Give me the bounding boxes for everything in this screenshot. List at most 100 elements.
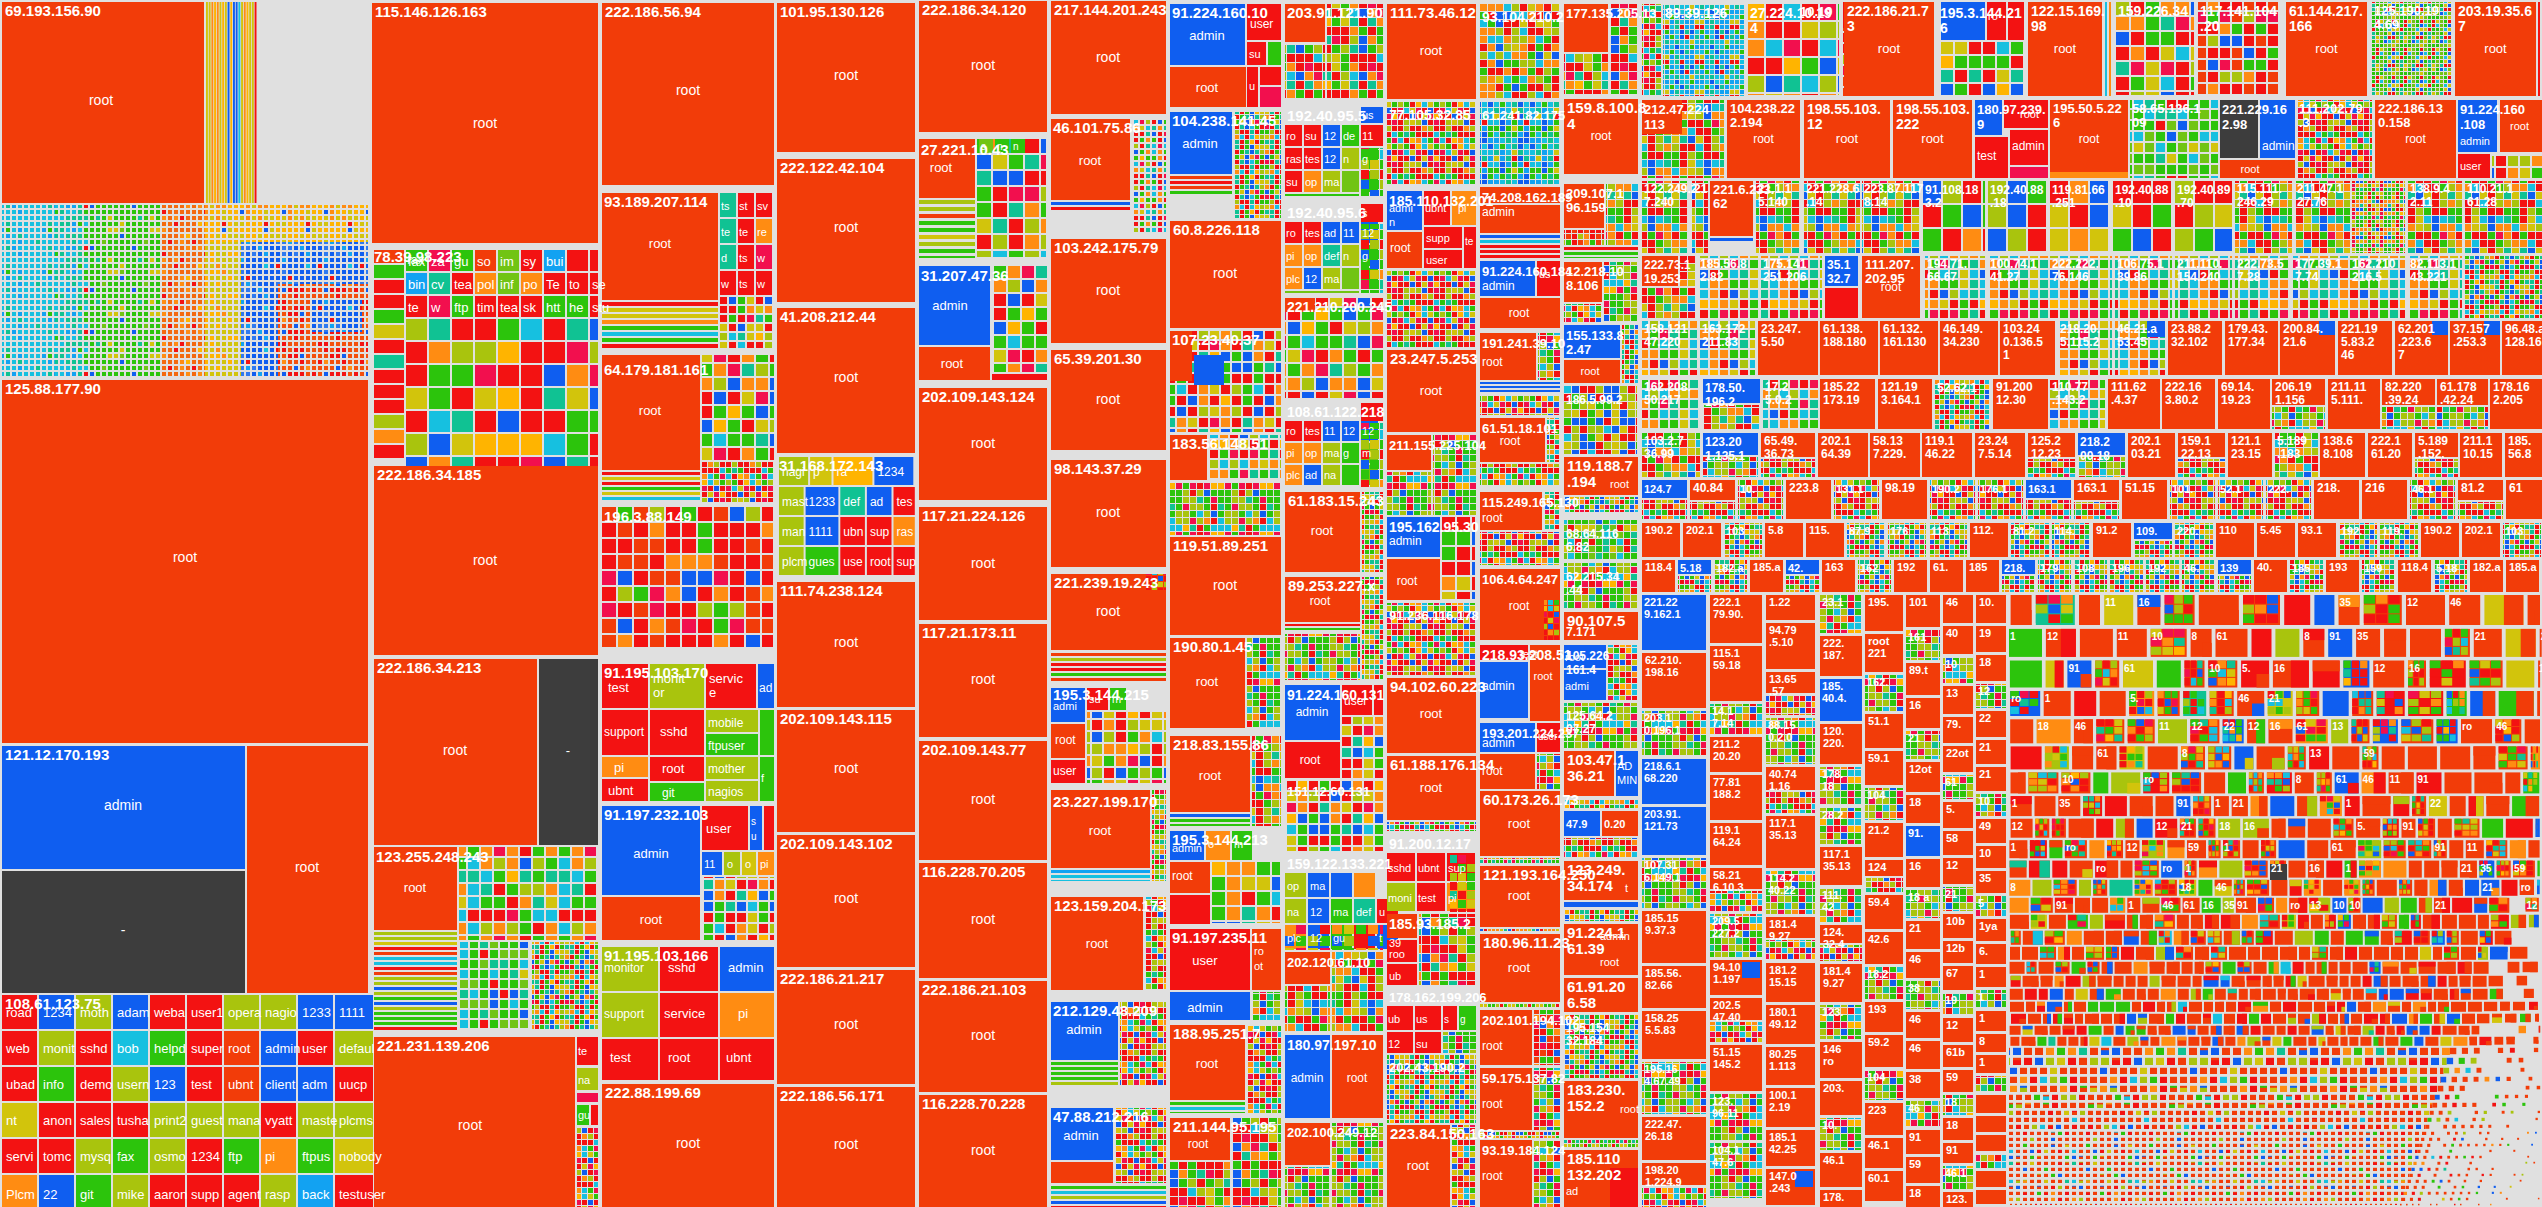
svg-text:tea: tea: [454, 277, 473, 292]
svg-text:111.: 111.: [1822, 889, 1842, 901]
svg-text:110.77: 110.77: [2052, 380, 2088, 394]
svg-text:bob: bob: [117, 1041, 139, 1056]
svg-text:MIN: MIN: [1617, 774, 1637, 786]
svg-text:98.19: 98.19: [1885, 481, 1915, 495]
svg-text:91.2: 91.2: [2096, 524, 2117, 536]
svg-text:root: root: [1581, 365, 1600, 377]
svg-text:32.7: 32.7: [1827, 272, 1851, 286]
svg-text:ra: ra: [837, 465, 848, 479]
svg-text:gu: gu: [454, 254, 468, 269]
svg-text:74.208.162.189: 74.208.162.189: [1482, 190, 1572, 205]
svg-text:1.113: 1.113: [1769, 1060, 1796, 1072]
svg-text:179: 179: [2040, 562, 2058, 574]
svg-text:176.1: 176.1: [1980, 483, 2008, 495]
svg-text:104: 104: [1867, 789, 1886, 801]
svg-text:mobile: mobile: [708, 716, 744, 730]
svg-text:14.1: 14.1: [1712, 705, 1733, 717]
svg-text:s: s: [981, 141, 986, 152]
svg-text:32.4: 32.4: [1823, 938, 1845, 950]
svg-text:185.56.8: 185.56.8: [1700, 257, 1747, 271]
svg-text:21: 21: [2475, 631, 2487, 642]
svg-text:187.: 187.: [1823, 649, 1844, 661]
svg-text:ad: ad: [1324, 227, 1336, 239]
svg-text:st: st: [739, 200, 748, 212]
svg-text:40.: 40.: [2257, 561, 2272, 573]
svg-text:185.110: 185.110: [1567, 1150, 1620, 1167]
svg-text:18 a: 18 a: [1908, 891, 1930, 903]
svg-text:211.83: 211.83: [1702, 335, 1738, 349]
svg-text:ubnt: ubnt: [608, 783, 634, 798]
svg-text:u: u: [751, 831, 757, 842]
svg-text:back: back: [302, 1187, 330, 1202]
svg-text:1: 1: [1978, 991, 1984, 1003]
svg-text:root: root: [443, 742, 467, 758]
svg-text:46: 46: [2075, 721, 2087, 732]
svg-text:7.14: 7.14: [1712, 717, 1734, 729]
svg-text:162.210: 162.210: [2352, 257, 2396, 271]
svg-text:222.1: 222.1: [1713, 596, 1741, 608]
svg-text:root: root: [1096, 603, 1120, 619]
svg-text:1233: 1233: [302, 1005, 331, 1020]
svg-text:42.: 42.: [1788, 562, 1803, 574]
svg-text:8: 8: [2304, 631, 2310, 642]
svg-text:222.73.1: 222.73.1: [1644, 258, 1691, 272]
svg-text:40.84: 40.84: [1693, 481, 1723, 495]
svg-text:159.122.133.221: 159.122.133.221: [1287, 856, 1392, 872]
svg-text:36.99: 36.99: [1644, 447, 1674, 461]
svg-text:117.21.173.11: 117.21.173.11: [922, 624, 1016, 641]
svg-text:190.2: 190.2: [1932, 483, 1960, 495]
svg-text:bin: bin: [408, 277, 425, 292]
svg-text:114.: 114.: [2054, 525, 2075, 537]
svg-text:5.: 5.: [2357, 821, 2366, 832]
svg-text:115.249.165.130: 115.249.165.130: [1482, 495, 1579, 510]
svg-text:mysq: mysq: [80, 1149, 111, 1164]
svg-text:use: use: [843, 555, 863, 569]
svg-text:admin: admin: [104, 797, 142, 813]
svg-text:root: root: [1610, 478, 1629, 490]
svg-text:91.: 91.: [1908, 827, 1923, 839]
svg-text:16: 16: [1909, 860, 1921, 872]
svg-text:root: root: [971, 1027, 995, 1043]
svg-text:32.184: 32.184: [1566, 1034, 1603, 1048]
svg-text:plcm: plcm: [782, 555, 807, 569]
svg-text:g: g: [1343, 447, 1349, 459]
svg-text:root: root: [1079, 153, 1102, 168]
svg-text:223.87.117: 223.87.117: [1864, 182, 1924, 196]
svg-text:202.5: 202.5: [1713, 999, 1741, 1011]
svg-text:10.15: 10.15: [2463, 447, 2493, 461]
svg-text:60.8.226.118: 60.8.226.118: [1173, 221, 1260, 238]
svg-text:223: 223: [1868, 1104, 1886, 1116]
svg-text:35: 35: [1979, 872, 1991, 884]
svg-text:root: root: [2054, 41, 2077, 56]
svg-text:185.1: 185.1: [1769, 1131, 1797, 1143]
svg-text:46: 46: [1909, 1042, 1921, 1054]
svg-text:105.226: 105.226: [1566, 649, 1610, 663]
svg-text:root: root: [834, 369, 858, 385]
svg-text:221.229.16: 221.229.16: [2222, 102, 2287, 117]
svg-text:.57: .57: [1769, 685, 1784, 697]
svg-text:sv: sv: [757, 200, 769, 212]
svg-text:adm: adm: [302, 1077, 327, 1092]
svg-text:10: 10: [2350, 900, 2362, 911]
svg-text:t: t: [1625, 882, 1628, 894]
svg-text:5.189: 5.189: [2418, 434, 2448, 448]
svg-text:16: 16: [2203, 900, 2215, 911]
svg-text:.108: .108: [2460, 117, 2485, 132]
svg-text:35.13: 35.13: [1823, 860, 1851, 872]
svg-text:root: root: [1836, 131, 1859, 146]
svg-text:91.108.18: 91.108.18: [1925, 183, 1979, 197]
svg-text:64.39: 64.39: [1821, 447, 1851, 461]
svg-text:161: 161: [1908, 631, 1926, 643]
svg-text:116.228.70.228: 116.228.70.228: [922, 1095, 1025, 1112]
svg-text:07.27: 07.27: [1566, 722, 1596, 736]
svg-text:ubnt: ubnt: [228, 1077, 254, 1092]
svg-text:htt: htt: [546, 300, 561, 315]
svg-text:root: root: [1420, 383, 1443, 398]
svg-text:nagi: nagi: [782, 465, 805, 479]
svg-text:46: 46: [1909, 1013, 1921, 1025]
svg-text:pi: pi: [614, 760, 624, 775]
svg-text:82.113.1: 82.113.1: [2410, 257, 2456, 271]
svg-text:root: root: [1096, 504, 1120, 520]
svg-text:155.133.8: 155.133.8: [1566, 328, 1624, 343]
svg-text:195.162.95.30: 195.162.95.30: [1389, 519, 1479, 535]
